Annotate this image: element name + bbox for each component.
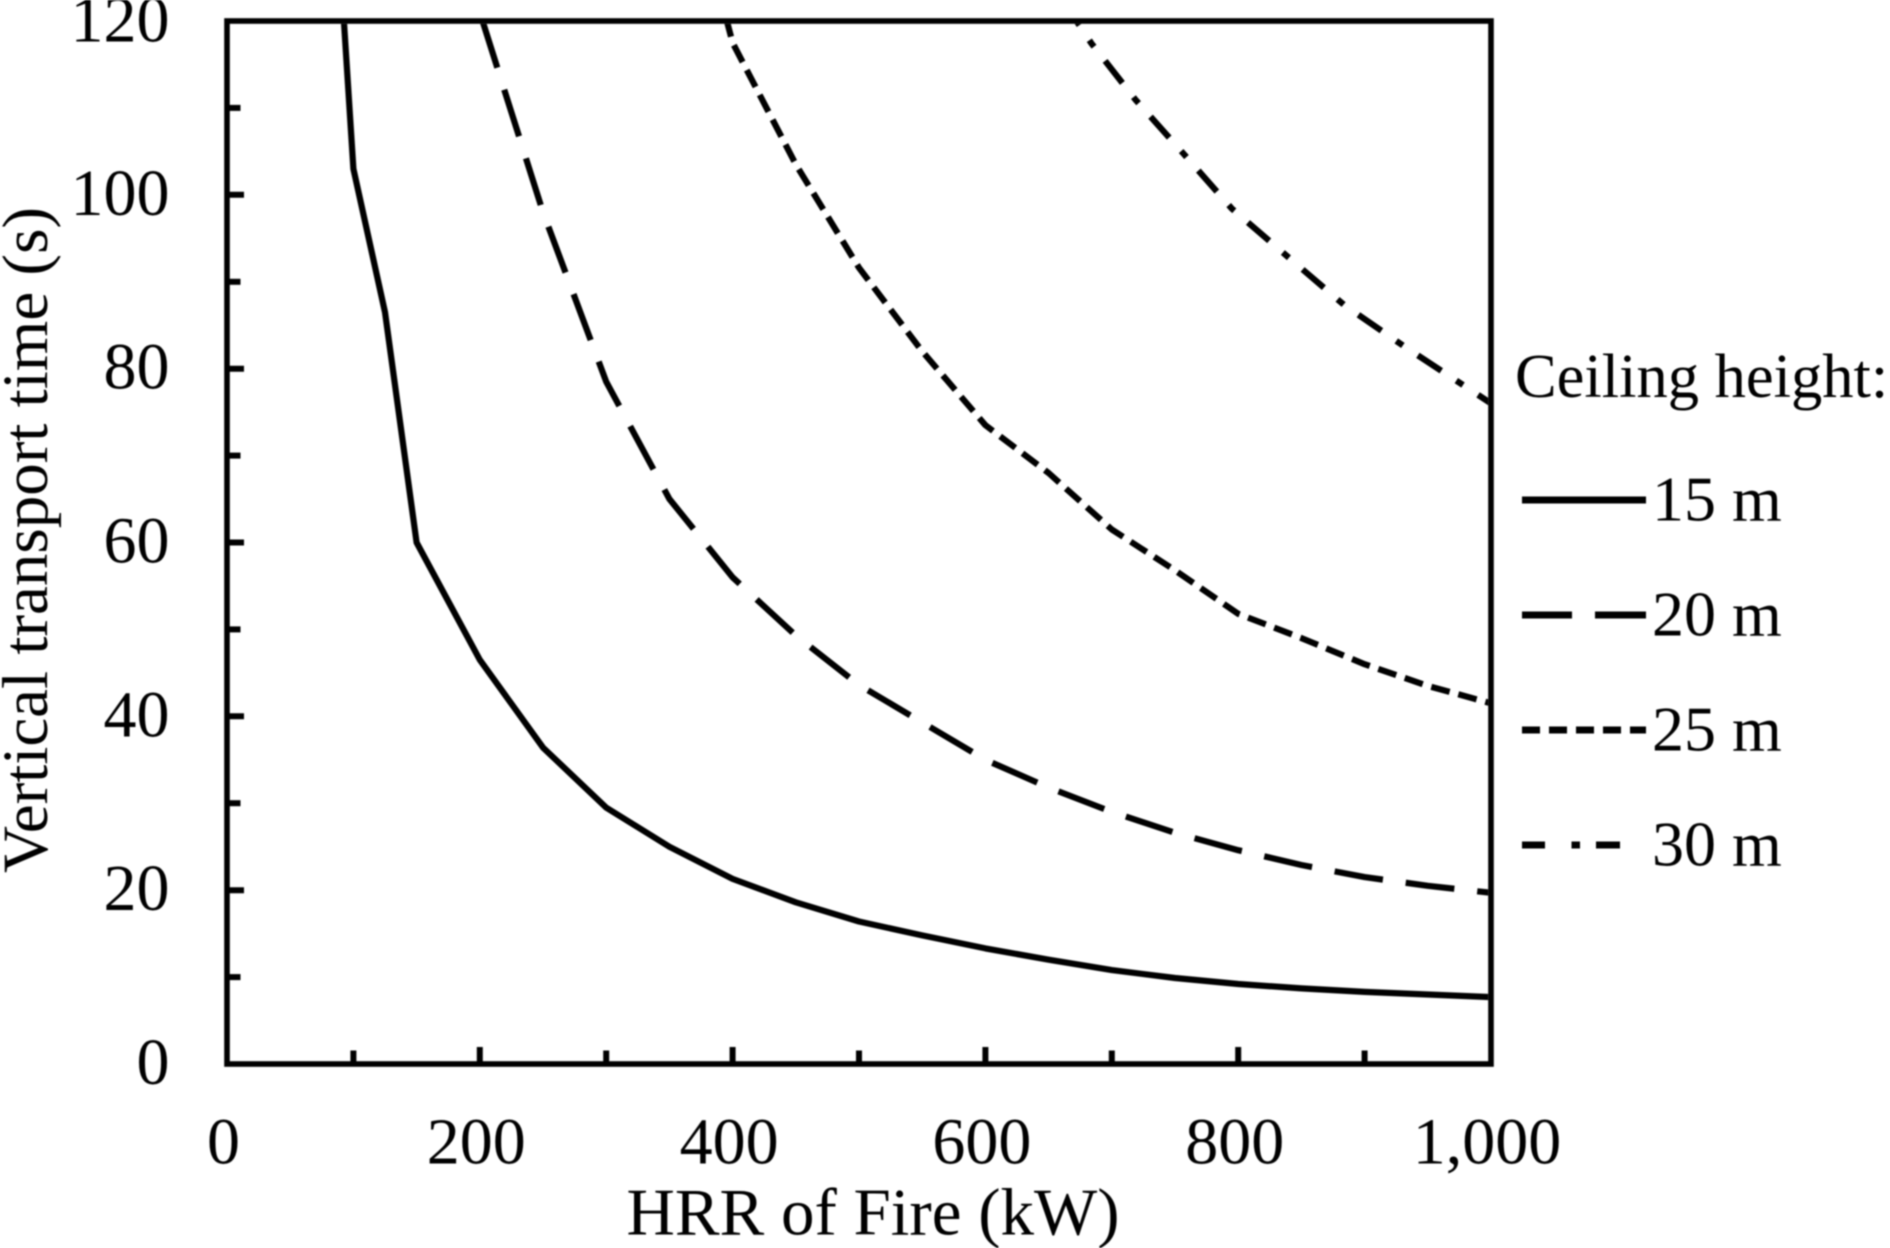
svg-text:400: 400 bbox=[680, 1106, 779, 1179]
svg-text:200: 200 bbox=[427, 1106, 526, 1179]
svg-text:40: 40 bbox=[104, 678, 170, 751]
svg-text:HRR of Fire (kW): HRR of Fire (kW) bbox=[626, 1176, 1119, 1248]
svg-text:600: 600 bbox=[932, 1106, 1031, 1179]
svg-text:120: 120 bbox=[71, 0, 170, 57]
svg-text:Vertical transport time (s): Vertical transport time (s) bbox=[0, 207, 62, 873]
svg-text:0: 0 bbox=[207, 1106, 240, 1179]
svg-text:60: 60 bbox=[104, 505, 170, 578]
svg-text:20: 20 bbox=[104, 852, 170, 925]
svg-text:25 m: 25 m bbox=[1652, 694, 1782, 765]
svg-text:800: 800 bbox=[1185, 1106, 1284, 1179]
svg-text:20 m: 20 m bbox=[1652, 579, 1782, 650]
svg-text:1,000: 1,000 bbox=[1413, 1106, 1562, 1179]
svg-text:100: 100 bbox=[71, 157, 170, 230]
svg-text:15 m: 15 m bbox=[1652, 464, 1782, 535]
svg-text:Ceiling height:: Ceiling height: bbox=[1515, 341, 1888, 411]
svg-text:0: 0 bbox=[137, 1026, 170, 1099]
svg-text:30 m: 30 m bbox=[1652, 809, 1782, 880]
svg-text:80: 80 bbox=[104, 331, 170, 404]
